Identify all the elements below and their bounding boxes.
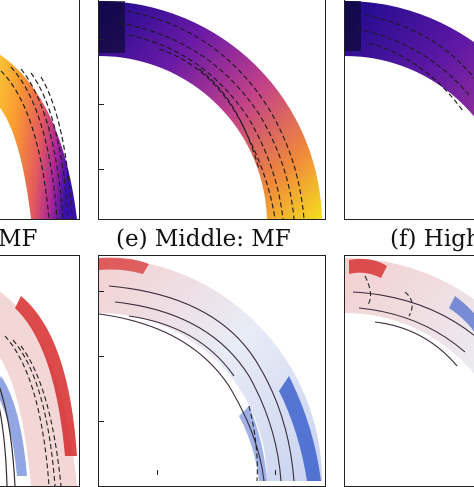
plot-f-top xyxy=(345,1,474,117)
panel-d-bottom xyxy=(0,255,80,487)
plot-e-top xyxy=(99,1,322,219)
panel-d-top xyxy=(0,0,80,220)
plot-e-bottom xyxy=(99,257,322,482)
caption-e: (e) Middle: MF xyxy=(116,226,291,252)
caption-d: MF xyxy=(0,226,38,252)
plot-d-bottom xyxy=(0,291,77,486)
plot-f-bottom xyxy=(345,258,474,374)
plot-d-top xyxy=(0,54,77,219)
panel-e-bottom xyxy=(98,255,326,487)
panel-f-bottom xyxy=(344,255,474,487)
panel-e-top xyxy=(98,0,326,220)
caption-f: (f) High xyxy=(390,226,474,252)
panel-f-top xyxy=(344,0,474,220)
